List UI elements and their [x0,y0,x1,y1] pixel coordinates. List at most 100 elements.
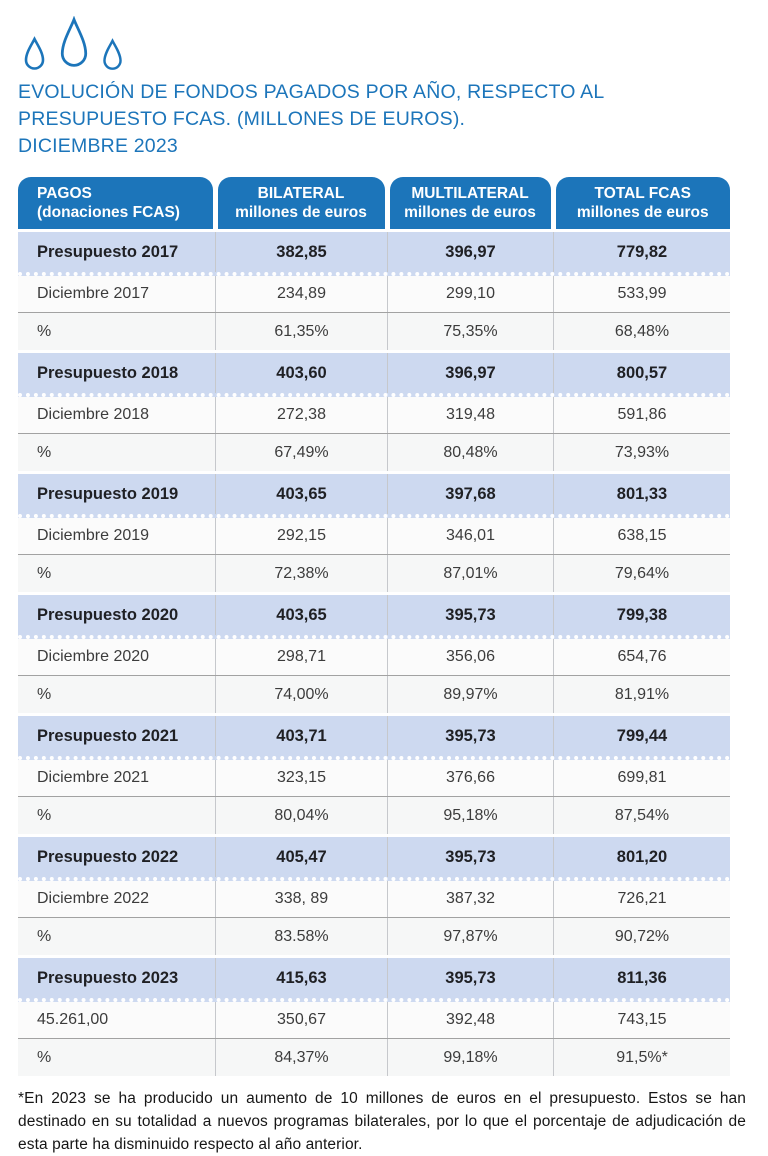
multilateral-value: 75,35% [387,313,553,350]
total-value: 654,76 [553,639,730,675]
row-label: % [37,443,52,461]
bilateral-value: 382,85 [215,232,387,272]
multilateral-value: 396,97 [387,232,553,272]
bilateral-value: 298,71 [215,639,387,675]
footnote: *En 2023 se ha producido un aumento de 1… [18,1090,746,1153]
multilateral-value: 395,73 [387,716,553,756]
bilateral-value: 405,47 [215,837,387,877]
total-value: 638,15 [553,518,730,554]
multilateral-value: 319,48 [387,397,553,433]
total-value: 533,99 [553,276,730,312]
total-value: 68,48% [553,313,730,350]
total-value: 87,54% [553,797,730,834]
multilateral-value: 392,48 [387,1002,553,1038]
total-value: 91,5%* [553,1039,730,1076]
total-value: 800,57 [553,353,730,393]
row-label: Diciembre 2021 [37,769,150,786]
column-header-total-fcas: TOTAL FCAS millones de euros [555,177,730,229]
title-line-1: EVOLUCIÓN DE FONDOS PAGADOS POR AÑO, RES… [18,81,605,103]
bilateral-value: 234,89 [215,276,387,312]
multilateral-value: 99,18% [387,1039,553,1076]
multilateral-value: 387,32 [387,881,553,917]
row-label: % [37,564,52,582]
total-value: 90,72% [553,918,730,955]
column-header-line2: millones de euros [235,204,367,221]
row-label: Presupuesto 2017 [37,242,179,261]
total-value: 591,86 [553,397,730,433]
row-label: Presupuesto 2022 [37,847,179,866]
multilateral-value: 97,87% [387,918,553,955]
table-row: 45.261,00 350,67 392,48 743,15 [18,1002,730,1039]
table-row: Diciembre 2019 292,15 346,01 638,15 [18,518,730,555]
column-header-line2: (donaciones FCAS) [37,204,180,221]
table-row: % 67,49% 80,48% 73,93% [18,434,730,471]
water-drop-icon [24,36,45,70]
table-header-row: PAGOS (donaciones FCAS) BILATERAL millon… [18,177,730,229]
total-value: 73,93% [553,434,730,471]
column-header-line2: millones de euros [404,204,536,221]
multilateral-value: 396,97 [387,353,553,393]
bilateral-value: 61,35% [215,313,387,350]
bilateral-value: 84,37% [215,1039,387,1076]
multilateral-value: 376,66 [387,760,553,796]
row-label: % [37,685,52,703]
table-row: % 84,37% 99,18% 91,5%* [18,1039,730,1076]
bilateral-value: 403,71 [215,716,387,756]
total-value: 81,91% [553,676,730,713]
table-row: Presupuesto 2023 415,63 395,73 811,36 [18,955,730,1002]
multilateral-value: 395,73 [387,958,553,998]
bilateral-value: 292,15 [215,518,387,554]
row-label: Diciembre 2017 [37,285,150,302]
table-row: Presupuesto 2021 403,71 395,73 799,44 [18,713,730,760]
table-row: % 83.58% 97,87% 90,72% [18,918,730,955]
page-title: EVOLUCIÓN DE FONDOS PAGADOS POR AÑO, RES… [18,79,748,160]
row-label: Diciembre 2022 [37,890,150,907]
bilateral-value: 72,38% [215,555,387,592]
table-row: % 61,35% 75,35% 68,48% [18,313,730,350]
row-label: Diciembre 2020 [37,648,150,665]
bilateral-value: 350,67 [215,1002,387,1038]
water-drop-icon [103,38,122,70]
total-value: 799,38 [553,595,730,635]
multilateral-value: 89,97% [387,676,553,713]
total-value: 799,44 [553,716,730,756]
table-row: Presupuesto 2018 403,60 396,97 800,57 [18,350,730,397]
table-row: Presupuesto 2017 382,85 396,97 779,82 [18,229,730,276]
column-header-line2: millones de euros [576,204,709,221]
bilateral-value: 67,49% [215,434,387,471]
total-value: 801,33 [553,474,730,514]
table-row: % 72,38% 87,01% 79,64% [18,555,730,592]
bilateral-value: 338, 89 [215,881,387,917]
row-label: Presupuesto 2020 [37,605,179,624]
total-value: 801,20 [553,837,730,877]
water-drop-icon [60,16,88,67]
table-row: Diciembre 2020 298,71 356,06 654,76 [18,639,730,676]
total-value: 699,81 [553,760,730,796]
total-value: 726,21 [553,881,730,917]
multilateral-value: 346,01 [387,518,553,554]
bilateral-value: 403,65 [215,474,387,514]
table-row: Presupuesto 2019 403,65 397,68 801,33 [18,471,730,518]
row-label: 45.261,00 [37,1011,109,1028]
title-line-2: PRESUPUESTO FCAS. (MILLONES DE EUROS). [18,108,466,130]
table-row: Diciembre 2021 323,15 376,66 699,81 [18,760,730,797]
bilateral-value: 272,38 [215,397,387,433]
table-row: Diciembre 2018 272,38 319,48 591,86 [18,397,730,434]
table-row: Presupuesto 2022 405,47 395,73 801,20 [18,834,730,881]
total-value: 779,82 [553,232,730,272]
multilateral-value: 395,73 [387,595,553,635]
multilateral-value: 395,73 [387,837,553,877]
multilateral-value: 397,68 [387,474,553,514]
multilateral-value: 299,10 [387,276,553,312]
column-header-line1: MULTILATERAL [411,185,529,202]
row-label: % [37,322,52,340]
fcas-payments-table: PAGOS (donaciones FCAS) BILATERAL millon… [18,177,730,1076]
row-label: % [37,927,52,945]
table-body: Presupuesto 2017 382,85 396,97 779,82 Di… [18,229,730,1076]
column-header-line1: TOTAL FCAS [594,185,691,202]
multilateral-value: 87,01% [387,555,553,592]
table-row: Diciembre 2022 338, 89 387,32 726,21 [18,881,730,918]
bilateral-value: 403,60 [215,353,387,393]
row-label: % [37,806,52,824]
